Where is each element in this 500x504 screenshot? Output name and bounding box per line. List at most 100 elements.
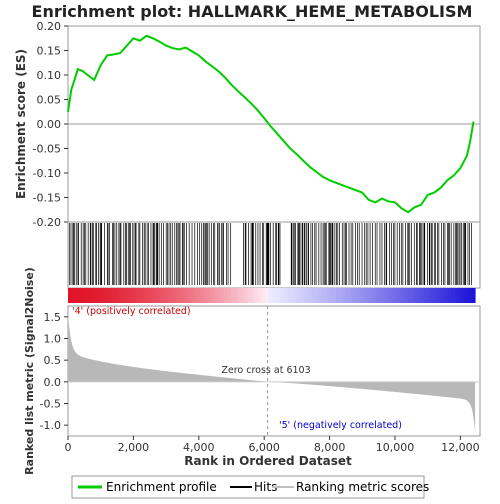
hits-group: [68, 223, 472, 285]
rank-color-cell: [437, 288, 442, 303]
rank-color-cell: [386, 288, 391, 303]
rank-color-cell: [220, 288, 225, 303]
rank-color-cell: [234, 288, 239, 303]
rank-color-cell: [251, 288, 256, 303]
rank-color-cell: [261, 288, 266, 303]
rank-color-cell: [278, 288, 283, 303]
rank-color-cell: [274, 288, 279, 303]
rank-color-cell: [281, 288, 286, 303]
rank-color-cell: [336, 288, 340, 303]
rank-color-cell: [254, 288, 259, 303]
rank-color-cell: [162, 288, 167, 303]
rank-color-cell: [288, 288, 293, 303]
rank-color-cell: [369, 288, 374, 303]
rank-color-cell: [115, 288, 120, 303]
metric-y-tick-label: 1.5: [44, 311, 62, 324]
rank-color-cell: [298, 288, 303, 303]
rank-color-cell: [156, 288, 161, 303]
x-tick-label: 6,000: [248, 441, 280, 454]
rank-color-cell: [268, 288, 273, 303]
rank-color-cell: [217, 288, 222, 303]
rank-color-cell: [125, 288, 130, 303]
rank-color-cell: [237, 288, 242, 303]
rank-color-cell: [403, 288, 408, 303]
rank-color-cell: [397, 288, 401, 303]
rank-color-cell: [135, 288, 140, 303]
rank-color-cell: [319, 288, 323, 303]
rank-color-cell: [325, 288, 330, 303]
rank-color-cell: [461, 288, 466, 303]
rank-color-cell: [414, 288, 418, 303]
rank-color-cell: [139, 288, 144, 303]
rank-color-cell: [88, 288, 93, 303]
rank-color-cell: [186, 288, 191, 303]
es-y-axis: 0.20 0.15 0.10 0.05 0.00 -0.05 -0.10 -0.15 -0.20: [33, 20, 68, 229]
rank-color-cell: [410, 288, 415, 303]
rank-color-cell: [179, 288, 184, 303]
metric-y-axis: 1.5 1.0 0.5 0.0 -0.5 -1.0: [40, 311, 68, 432]
rank-color-cell: [312, 288, 317, 303]
rank-color-cell: [332, 288, 337, 303]
legend-label-profile: Enrichment profile: [106, 480, 217, 494]
x-tick-label: 10,000: [376, 441, 415, 454]
rank-color-cell: [118, 288, 123, 303]
metric-y-tick-label: -0.5: [40, 398, 61, 411]
rank-color-cell: [383, 288, 388, 303]
rank-color-cell: [190, 288, 195, 303]
rank-color-cell: [224, 288, 228, 303]
rank-color-cell: [454, 288, 459, 303]
rank-color-cell: [84, 288, 89, 303]
x-tick-label: 12,000: [441, 441, 480, 454]
zero-cross-annotation: Zero cross at 6103: [221, 365, 310, 376]
rank-color-cell: [105, 288, 110, 303]
rank-color-cell: [417, 288, 422, 303]
rank-color-cell: [291, 288, 296, 303]
legend-label-hits: Hits: [254, 480, 277, 494]
rank-color-cell: [146, 288, 150, 303]
rank-color-cell: [359, 288, 364, 303]
rank-color-cell: [285, 288, 290, 303]
rank-color-cell: [183, 288, 188, 303]
x-axis-label: Rank in Ordered Dataset: [184, 454, 352, 468]
rank-color-cell: [352, 288, 357, 303]
rank-color-cell: [444, 288, 449, 303]
rank-color-cell: [302, 288, 306, 303]
rank-color-cell: [213, 288, 218, 303]
metric-y-tick-label: 1.0: [44, 333, 62, 346]
es-y-tick-label: -0.05: [33, 143, 61, 156]
es-y-tick-label: 0.15: [37, 45, 62, 58]
rank-color-cell: [71, 288, 76, 303]
es-y-tick-label: 0.00: [37, 118, 62, 131]
rank-color-cell: [108, 288, 113, 303]
rank-color-cell: [407, 288, 412, 303]
rank-color-cell: [434, 288, 439, 303]
rank-color-cell: [169, 288, 174, 303]
rank-color-cell: [376, 288, 381, 303]
rank-color-cell: [315, 288, 320, 303]
rank-color-cell: [91, 288, 96, 303]
rank-color-cell: [74, 288, 79, 303]
rank-color-cell: [78, 288, 83, 303]
rank-color-cell: [380, 288, 384, 303]
rank-color-cell: [458, 288, 463, 303]
rank-color-cell: [322, 288, 327, 303]
rank-color-cell: [159, 288, 164, 303]
rank-color-bar: [68, 288, 476, 303]
es-y-tick-label: -0.15: [33, 192, 61, 205]
rank-color-cell: [193, 288, 198, 303]
rank-color-cell: [152, 288, 157, 303]
rank-color-cell: [166, 288, 171, 303]
es-y-tick-label: -0.20: [33, 216, 61, 229]
rank-color-cell: [101, 288, 106, 303]
rank-color-cell: [349, 288, 354, 303]
rank-color-cell: [132, 288, 137, 303]
rank-color-cell: [149, 288, 154, 303]
rank-color-cell: [95, 288, 100, 303]
enrichment-profile-line: [67, 34, 475, 214]
rank-color-cell: [339, 288, 344, 303]
rank-color-cell: [81, 288, 86, 303]
rank-color-cell: [441, 288, 446, 303]
rank-color-cell: [122, 288, 127, 303]
